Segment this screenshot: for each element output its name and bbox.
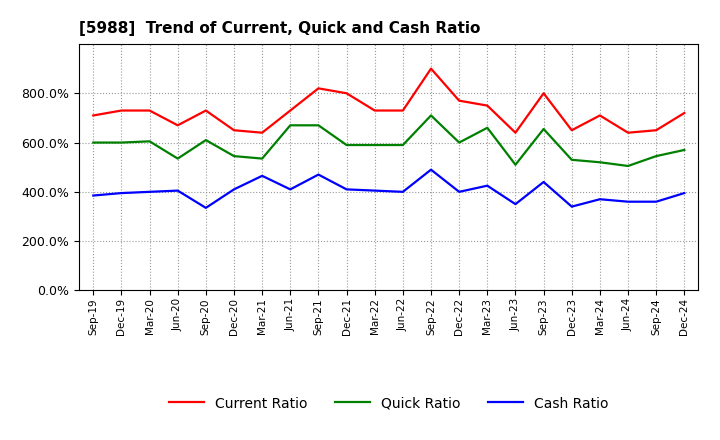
Current Ratio — [370, 108, 379, 113]
Current Ratio — [230, 128, 238, 133]
Cash Ratio — [258, 173, 266, 179]
Quick Ratio — [89, 140, 98, 145]
Quick Ratio — [511, 162, 520, 167]
Quick Ratio — [455, 140, 464, 145]
Quick Ratio — [624, 163, 632, 169]
Current Ratio — [202, 108, 210, 113]
Cash Ratio — [314, 172, 323, 177]
Quick Ratio — [342, 143, 351, 148]
Current Ratio — [89, 113, 98, 118]
Quick Ratio — [230, 154, 238, 159]
Current Ratio — [539, 91, 548, 96]
Cash Ratio — [483, 183, 492, 188]
Cash Ratio — [174, 188, 182, 193]
Quick Ratio — [202, 137, 210, 143]
Quick Ratio — [399, 143, 408, 148]
Cash Ratio — [342, 187, 351, 192]
Quick Ratio — [595, 160, 604, 165]
Quick Ratio — [427, 113, 436, 118]
Current Ratio — [314, 86, 323, 91]
Cash Ratio — [399, 189, 408, 194]
Current Ratio — [145, 108, 154, 113]
Quick Ratio — [652, 154, 660, 159]
Cash Ratio — [286, 187, 294, 192]
Quick Ratio — [680, 147, 688, 153]
Current Ratio — [117, 108, 126, 113]
Quick Ratio — [539, 126, 548, 132]
Cash Ratio — [427, 167, 436, 172]
Quick Ratio — [483, 125, 492, 130]
Cash Ratio — [567, 204, 576, 209]
Line: Current Ratio: Current Ratio — [94, 69, 684, 133]
Current Ratio — [286, 108, 294, 113]
Cash Ratio — [455, 189, 464, 194]
Cash Ratio — [230, 187, 238, 192]
Quick Ratio — [258, 156, 266, 161]
Line: Quick Ratio: Quick Ratio — [94, 115, 684, 166]
Cash Ratio — [652, 199, 660, 204]
Current Ratio — [595, 113, 604, 118]
Current Ratio — [680, 110, 688, 116]
Current Ratio — [624, 130, 632, 136]
Quick Ratio — [145, 139, 154, 144]
Quick Ratio — [314, 123, 323, 128]
Current Ratio — [174, 123, 182, 128]
Current Ratio — [342, 91, 351, 96]
Cash Ratio — [595, 197, 604, 202]
Current Ratio — [483, 103, 492, 108]
Cash Ratio — [202, 205, 210, 210]
Current Ratio — [399, 108, 408, 113]
Cash Ratio — [145, 189, 154, 194]
Current Ratio — [567, 128, 576, 133]
Cash Ratio — [539, 180, 548, 185]
Current Ratio — [427, 66, 436, 71]
Current Ratio — [511, 130, 520, 136]
Cash Ratio — [89, 193, 98, 198]
Cash Ratio — [624, 199, 632, 204]
Current Ratio — [258, 130, 266, 136]
Cash Ratio — [370, 188, 379, 193]
Quick Ratio — [370, 143, 379, 148]
Legend: Current Ratio, Quick Ratio, Cash Ratio: Current Ratio, Quick Ratio, Cash Ratio — [163, 391, 614, 416]
Cash Ratio — [680, 191, 688, 196]
Quick Ratio — [117, 140, 126, 145]
Line: Cash Ratio: Cash Ratio — [94, 170, 684, 208]
Quick Ratio — [174, 156, 182, 161]
Cash Ratio — [511, 202, 520, 207]
Text: [5988]  Trend of Current, Quick and Cash Ratio: [5988] Trend of Current, Quick and Cash … — [79, 21, 480, 36]
Quick Ratio — [567, 157, 576, 162]
Current Ratio — [455, 98, 464, 103]
Cash Ratio — [117, 191, 126, 196]
Quick Ratio — [286, 123, 294, 128]
Current Ratio — [652, 128, 660, 133]
